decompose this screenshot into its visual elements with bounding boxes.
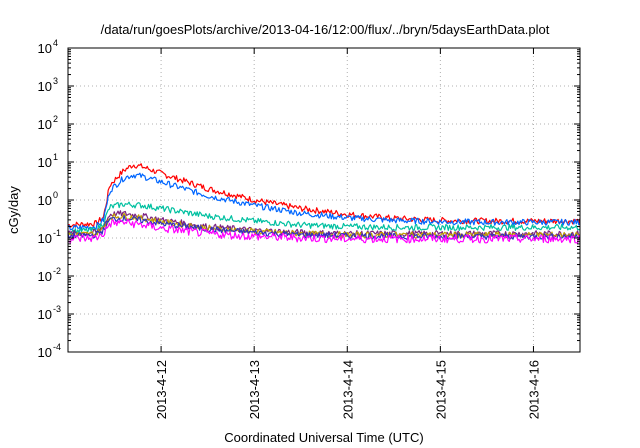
- x-tick-label: 2013-4-16: [526, 360, 541, 419]
- x-axis: 2013-4-12 2013-4-13 2013-4-14 2013-4-15 2013…: [154, 48, 541, 419]
- y-axis-label: cGy/day: [6, 186, 21, 234]
- y-tick-label: 10: [38, 155, 52, 170]
- y-tick-exponent: 4: [53, 38, 58, 48]
- x-tick-label: 2013-4-12: [154, 360, 169, 419]
- y-tick-exponent: -4: [53, 342, 61, 352]
- y-tick-exponent: 1: [53, 152, 58, 162]
- series-line: [67, 218, 581, 244]
- x-axis-label: Coordinated Universal Time (UTC): [224, 430, 423, 445]
- series-line: [67, 201, 581, 235]
- y-tick-label: 10: [38, 231, 52, 246]
- y-tick-label: 10: [38, 117, 52, 132]
- series-line: [67, 163, 581, 228]
- y-tick-label: 10: [38, 79, 52, 94]
- y-tick-exponent: 2: [53, 114, 58, 124]
- series-group: [67, 163, 581, 244]
- x-tick-label: 2013-4-15: [433, 360, 448, 419]
- y-tick-exponent: 0: [53, 190, 58, 200]
- chart-title: /data/run/goesPlots/archive/2013-04-16/1…: [101, 22, 550, 37]
- x-tick-label: 2013-4-13: [247, 360, 262, 419]
- y-tick-label: 10: [38, 41, 52, 56]
- y-tick-exponent: -1: [53, 228, 61, 238]
- y-tick-label: 10: [38, 269, 52, 284]
- y-tick-exponent: -3: [53, 304, 61, 314]
- grid: [68, 48, 580, 352]
- y-tick-label: 10: [38, 307, 52, 322]
- y-tick-label: 10: [38, 193, 52, 208]
- series-line: [67, 172, 581, 231]
- y-tick-exponent: -2: [53, 266, 61, 276]
- y-tick-label: 10: [38, 345, 52, 360]
- x-tick-label: 2013-4-14: [340, 360, 355, 419]
- y-tick-exponent: 3: [53, 76, 58, 86]
